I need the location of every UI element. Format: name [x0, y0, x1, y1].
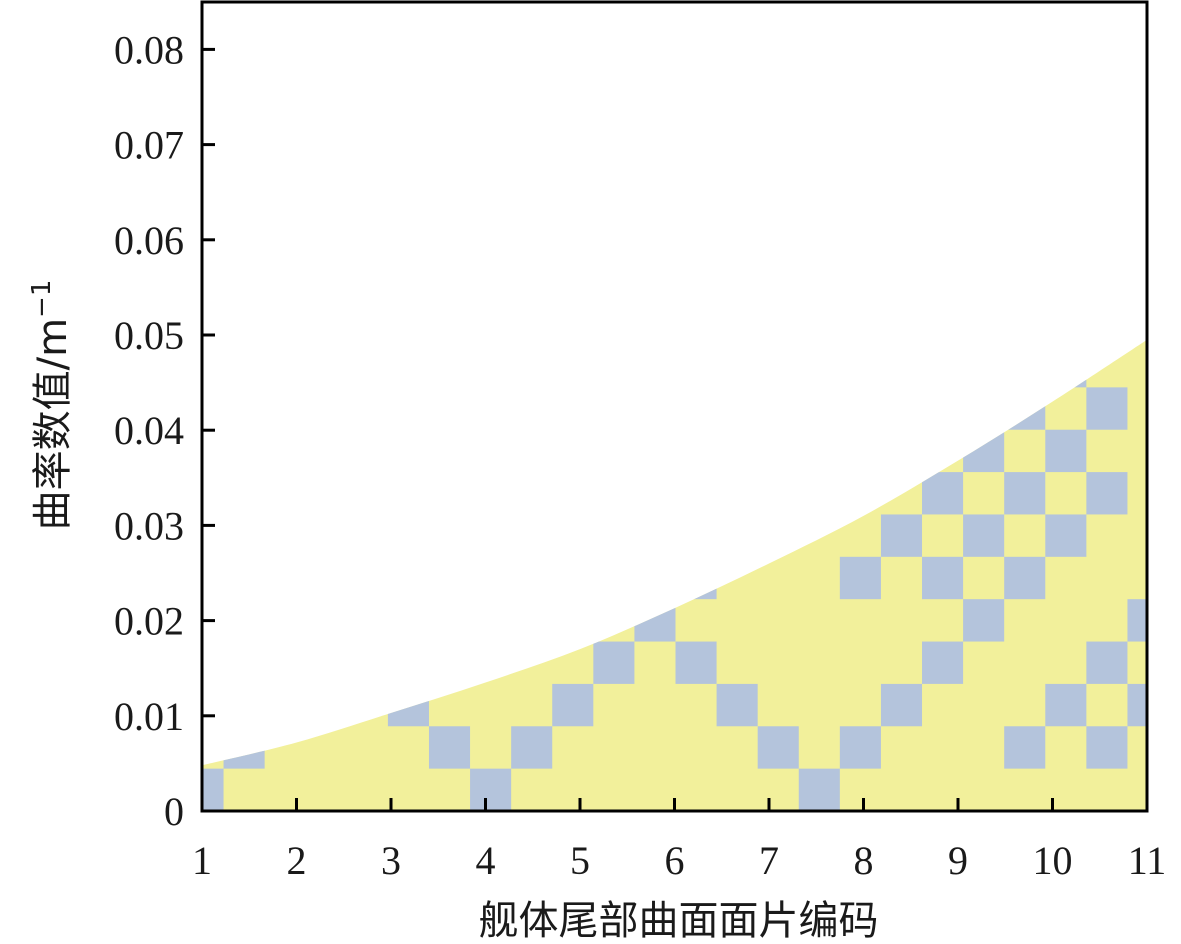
- pattern-square: [1004, 556, 1046, 600]
- pattern-square: [1127, 683, 1147, 727]
- x-tick-label: 6: [665, 838, 685, 883]
- pattern-square: [1045, 344, 1087, 388]
- pattern-square: [202, 768, 224, 811]
- y-tick-label: 0: [164, 789, 184, 834]
- y-tick-label: 0.06: [114, 218, 184, 263]
- x-tick-label: 11: [1128, 838, 1167, 883]
- pattern-square: [1004, 387, 1046, 430]
- pattern-square: [1086, 472, 1128, 515]
- pattern-square: [1086, 387, 1128, 430]
- pattern-square: [511, 726, 553, 769]
- pattern-square: [428, 726, 471, 769]
- x-tick-label: 4: [476, 838, 496, 883]
- y-tick-label: 0.04: [114, 408, 184, 453]
- pattern-square: [675, 641, 717, 684]
- pattern-square: [757, 726, 799, 769]
- x-tick-label: 7: [759, 838, 779, 883]
- pattern-square: [1045, 514, 1087, 557]
- x-axis-title: 舰体尾部曲面面片编码: [479, 898, 879, 944]
- pattern-square: [1127, 599, 1147, 642]
- y-axis-title-main: 曲率数值/m: [30, 318, 76, 530]
- pattern-square: [963, 514, 1005, 557]
- y-tick-label: 0.02: [114, 599, 184, 644]
- pattern-square: [593, 556, 635, 600]
- pattern-square: [470, 768, 512, 811]
- x-tick-label: 8: [854, 838, 874, 883]
- x-tick-label: 10: [1033, 838, 1073, 883]
- pattern-square: [922, 641, 964, 684]
- pattern-square: [963, 599, 1005, 642]
- pattern-square: [880, 683, 923, 727]
- pattern-square: [839, 556, 881, 600]
- pattern-square: [1004, 472, 1046, 515]
- pattern-square: [223, 726, 265, 769]
- pattern-square: [716, 514, 758, 557]
- y-tick-label: 0.07: [114, 123, 184, 168]
- pattern-square: [922, 472, 964, 515]
- pattern-square: [387, 683, 429, 727]
- x-tick-label: 5: [570, 838, 590, 883]
- y-tick-label: 0.01: [114, 694, 184, 739]
- pattern-square: [922, 556, 964, 600]
- pattern-square: [880, 514, 923, 557]
- pattern-square: [264, 683, 306, 727]
- pattern-square: [963, 429, 1005, 473]
- y-tick-label: 0.03: [114, 503, 184, 548]
- pattern-square: [593, 641, 635, 684]
- pattern-square: [1045, 429, 1087, 473]
- y-axis-title-superscript: −1: [27, 280, 57, 318]
- pattern-square: [552, 683, 594, 727]
- pattern-square: [716, 683, 758, 727]
- y-tick-label: 0.08: [114, 27, 184, 72]
- pattern-square: [839, 726, 881, 769]
- x-tick-label: 1: [192, 838, 212, 883]
- pattern-square: [1045, 683, 1087, 727]
- y-tick-label: 0.05: [114, 313, 184, 358]
- pattern-square: [634, 599, 676, 642]
- x-tick-label: 2: [287, 838, 307, 883]
- x-tick-label: 9: [948, 838, 968, 883]
- pattern-square: [675, 556, 717, 600]
- pattern-square: [798, 768, 840, 811]
- y-axis-title: 曲率数值/m−1: [27, 280, 76, 531]
- pattern-square: [1086, 726, 1128, 769]
- pattern-square: [1004, 726, 1046, 769]
- x-tick-label: 3: [381, 838, 401, 883]
- pattern-square: [1086, 641, 1128, 684]
